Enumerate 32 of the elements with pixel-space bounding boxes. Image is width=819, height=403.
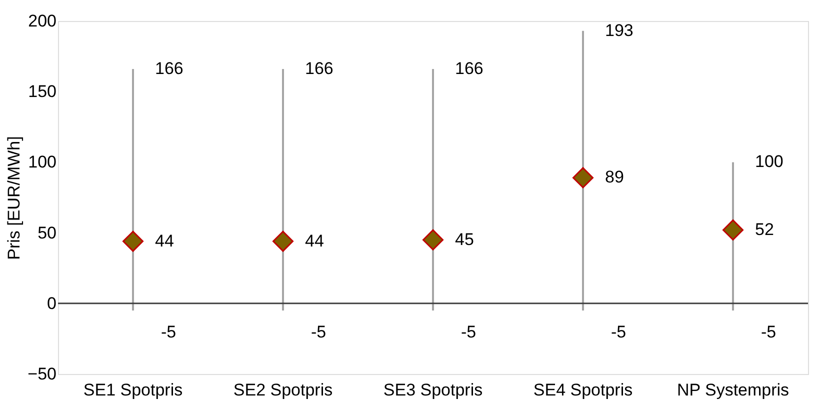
point <box>722 219 744 240</box>
point <box>422 229 444 250</box>
annotation: 166 <box>155 59 184 78</box>
y-axis-title: Pris [EUR/MWh] <box>4 136 24 260</box>
annotation: -5 <box>311 322 326 342</box>
data-label: 44 <box>305 231 324 250</box>
x-tick-label: SE2 Spotpris <box>233 380 333 400</box>
x-tick-label: SE4 Spotpris <box>533 380 633 400</box>
y-tick-label: −50 <box>28 364 56 384</box>
annotation: 166 <box>305 59 334 78</box>
data-label: 89 <box>605 168 624 187</box>
x-tick-label: SE1 Spotpris <box>83 380 183 400</box>
annotation: -5 <box>611 322 626 342</box>
annotation: 100 <box>755 152 784 172</box>
y-tick-label: 0 <box>47 294 56 313</box>
data-label: 45 <box>455 230 474 249</box>
y-tick-label: 50 <box>38 223 56 242</box>
x-tick-label: NP Systempris <box>676 380 790 400</box>
annotation: -5 <box>461 322 476 342</box>
annotation: -5 <box>761 322 776 342</box>
y-tick-label: 150 <box>28 82 56 102</box>
point <box>122 230 144 252</box>
x-tick-label: SE3 Spotpris <box>383 380 483 400</box>
annotation: 193 <box>605 20 634 40</box>
annotation: -5 <box>161 322 176 342</box>
point <box>272 230 294 252</box>
point <box>572 167 594 188</box>
data-label: 52 <box>755 220 774 239</box>
annotation: 166 <box>455 59 484 78</box>
y-tick-label: 100 <box>28 152 56 172</box>
data-label: 44 <box>155 231 174 250</box>
y-tick-label: 200 <box>28 12 56 30</box>
